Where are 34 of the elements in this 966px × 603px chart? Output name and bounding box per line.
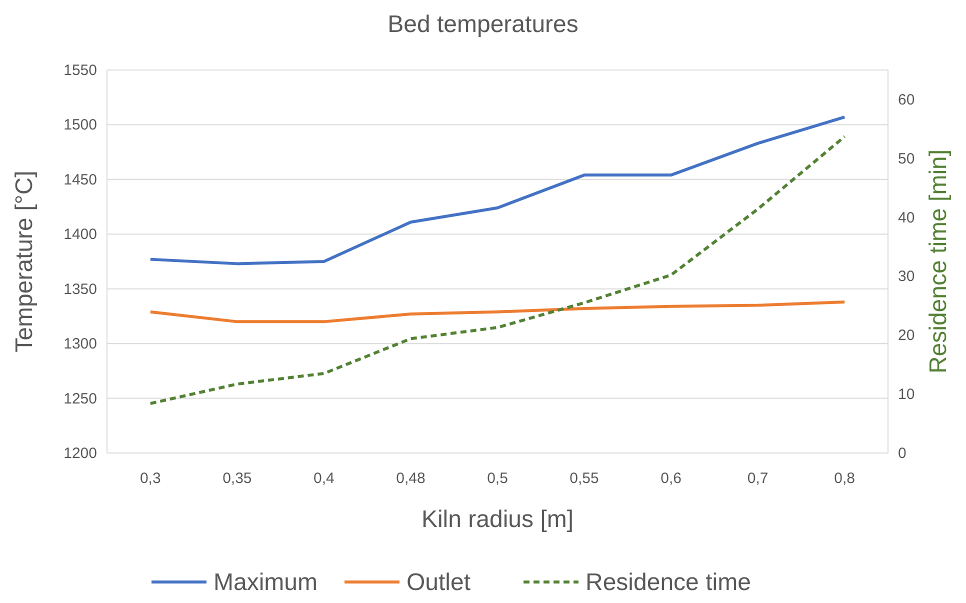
line-series (148, 135, 846, 406)
x-tick-label: 0,7 (747, 470, 768, 487)
y2-tick-label: 50 (898, 150, 915, 168)
x-tick-label: 0,48 (396, 470, 426, 487)
y-axis-title: Temperature [°C] (11, 170, 38, 352)
y2-axis-title: Residence time [min] (925, 149, 952, 374)
x-tick-label: 0,3 (140, 470, 161, 487)
y2-tick-label: 0 (898, 445, 906, 462)
x-tick-label: 0,55 (570, 470, 599, 487)
x-tick-label: 0,6 (660, 470, 682, 487)
legend-label: Residence time (586, 569, 751, 596)
y-tick-label: 1300 (64, 336, 97, 353)
legend-label: Maximum (214, 569, 318, 596)
x-axis-title: Kiln radius [m] (421, 506, 574, 533)
y2-tick-label: 10 (898, 386, 915, 404)
y-tick-label: 1550 (64, 62, 97, 79)
y-tick-label: 1200 (64, 445, 97, 462)
y-tick-label: 1250 (64, 390, 97, 408)
y2-tick-label: 40 (898, 209, 915, 226)
x-tick-label: 0,4 (314, 470, 334, 487)
y2-tick-label: 20 (898, 327, 915, 344)
line-series (148, 300, 846, 324)
y-tick-label: 1500 (64, 116, 97, 134)
x-tick-label: 0,5 (487, 470, 508, 487)
y-tick-label: 1400 (64, 226, 97, 244)
chart-title: Bed temperatures (388, 11, 578, 38)
y-tick-label: 1450 (64, 171, 97, 188)
line-series (148, 116, 846, 266)
x-tick-label: 0,35 (222, 470, 252, 487)
y2-tick-label: 30 (898, 268, 915, 286)
x-tick-label: 0,8 (834, 470, 856, 487)
y-tick-label: 1350 (64, 280, 97, 298)
legend-label: Outlet (406, 569, 471, 596)
y2-tick-label: 60 (898, 91, 915, 108)
